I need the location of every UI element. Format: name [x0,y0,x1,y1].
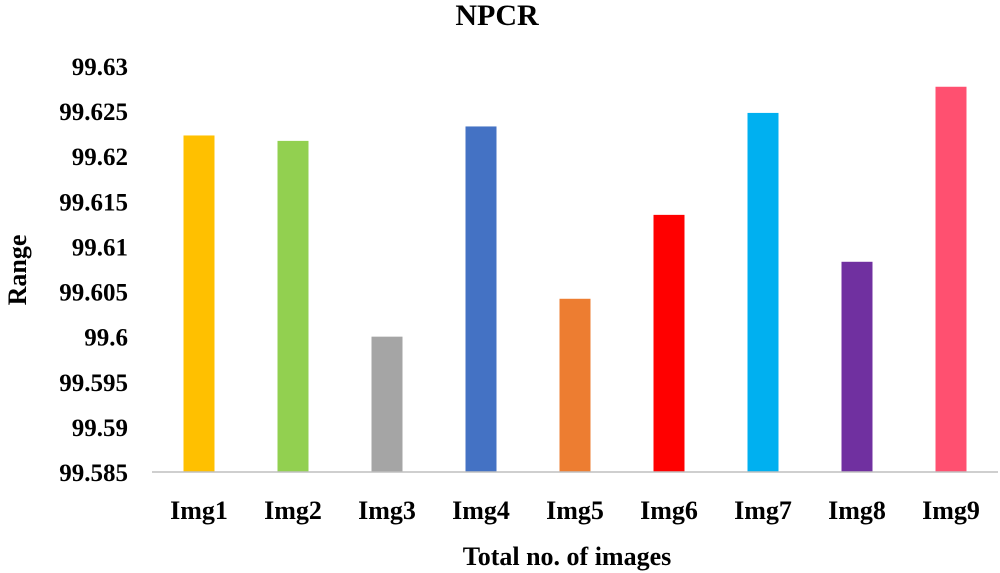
y-tick-label: 99.585 [59,460,128,487]
bar [371,336,403,472]
bar [465,126,497,473]
x-tick-label: Img3 [358,496,416,525]
x-axis-label: Total no. of images [463,542,672,571]
bar [183,135,215,472]
y-tick-label: 99.61 [72,234,128,261]
x-tick-label: Img1 [170,496,228,525]
bar [653,214,685,472]
bar [935,86,967,473]
x-tick-label: Img8 [828,496,886,525]
y-tick-label: 99.6 [84,325,128,352]
y-tick-label: 99.605 [59,280,128,307]
y-axis-label: Range [3,235,32,306]
x-tick-label: Img2 [264,496,322,525]
x-axis-ticks: Img1 Img2 Img3 Img4 Img5 Img6 Img7 Img8 Img9 [170,496,980,525]
chart-title: NPCR [455,0,539,32]
y-axis-ticks: 99.585 99.59 99.595 99.6 99.605 99.61 99.615 99… [59,54,128,487]
y-tick-label: 99.59 [72,415,128,442]
y-tick-label: 99.63 [72,54,128,81]
x-tick-label: Img9 [922,496,980,525]
bar [559,298,591,472]
x-tick-label: Img6 [640,496,698,525]
y-tick-label: 99.595 [59,370,128,397]
x-tick-label: Img7 [734,496,792,525]
bar [841,261,873,472]
bars [183,86,967,473]
x-tick-label: Img5 [546,496,604,525]
y-tick-label: 99.615 [59,189,128,216]
y-tick-label: 99.625 [59,99,128,126]
bar [277,140,309,472]
x-tick-label: Img4 [452,496,510,525]
y-tick-label: 99.62 [72,144,128,171]
bar [747,112,779,472]
